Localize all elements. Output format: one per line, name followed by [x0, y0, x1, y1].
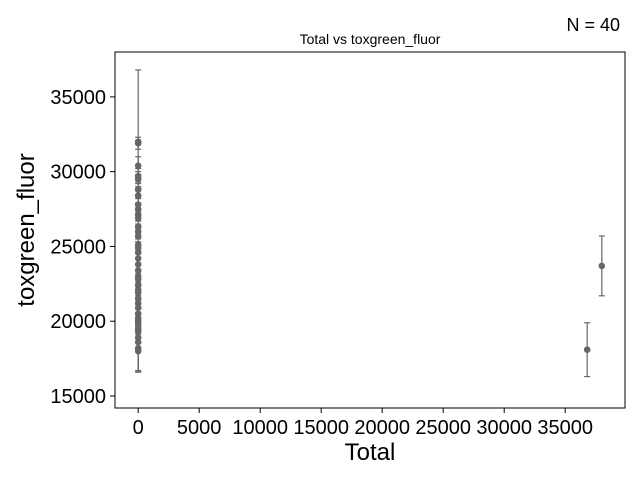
point-marker	[583, 346, 591, 353]
x-tick-label: 20000	[354, 417, 410, 439]
plot-marks	[134, 69, 606, 378]
chart-title: Total vs toxgreen_fluor	[300, 31, 441, 47]
x-tick-label: 5000	[177, 417, 222, 439]
point-marker	[134, 214, 142, 222]
y-tick-label: 30000	[50, 162, 106, 184]
x-tick-label: 35000	[537, 417, 593, 439]
data-point	[598, 235, 606, 297]
x-tick-label: 0	[133, 417, 144, 439]
point-marker	[134, 347, 142, 355]
data-point	[134, 329, 142, 373]
data-point	[134, 136, 142, 150]
y-tick-label: 25000	[50, 236, 106, 258]
x-tick-label: 10000	[232, 417, 288, 439]
point-marker	[134, 139, 142, 147]
point-marker	[134, 232, 142, 240]
sample-count-label: N = 40	[566, 15, 620, 35]
point-marker	[598, 262, 606, 270]
point-marker	[134, 162, 142, 169]
y-axis-label: toxgreen_fluor	[13, 153, 40, 306]
data-point	[583, 322, 591, 378]
point-marker	[134, 175, 142, 183]
x-tick-label: 15000	[293, 417, 349, 439]
plot-frame	[114, 51, 626, 409]
x-axis-label: Total	[345, 439, 396, 466]
x-tick-label: 25000	[415, 417, 471, 439]
y-tick-label: 20000	[50, 311, 106, 333]
point-marker	[134, 192, 142, 199]
x-tick-label: 30000	[476, 417, 532, 439]
y-tick-label: 15000	[50, 386, 106, 408]
y-tick-label: 35000	[50, 87, 106, 109]
axes: 0 5000 10000 15000 20000 25000 30000 3500015000…	[50, 87, 593, 439]
